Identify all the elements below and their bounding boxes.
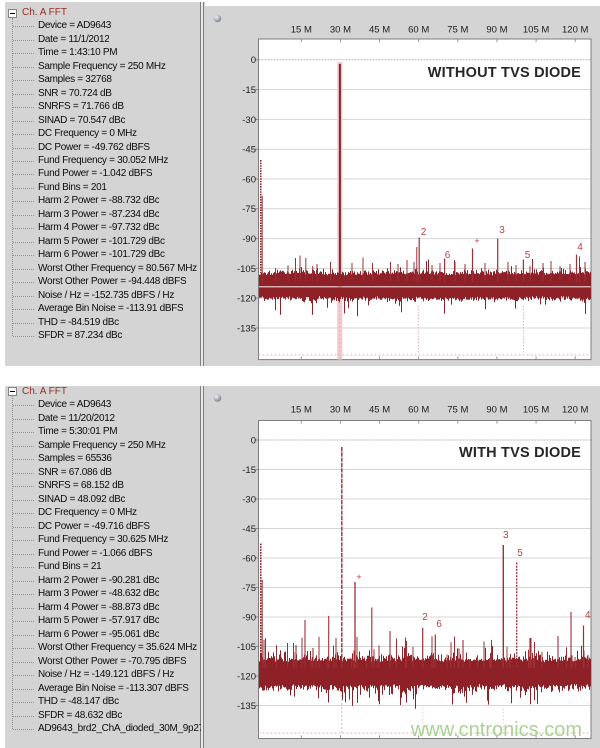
svg-text:+: +	[474, 236, 479, 246]
svg-text:6: 6	[436, 619, 442, 630]
svg-text:90 M: 90 M	[486, 25, 507, 36]
svg-text:www.cntronics.com: www.cntronics.com	[410, 719, 582, 741]
svg-text:5: 5	[517, 548, 523, 559]
svg-text:105 M: 105 M	[523, 25, 549, 36]
svg-text:-90: -90	[242, 234, 256, 245]
svg-text:105 M: 105 M	[523, 405, 549, 416]
svg-text:2: 2	[422, 612, 428, 623]
svg-text:0: 0	[251, 55, 256, 66]
svg-text:-30: -30	[242, 115, 256, 126]
svg-text:2: 2	[421, 227, 427, 238]
svg-text:-45: -45	[242, 145, 256, 156]
svg-text:60 M: 60 M	[408, 405, 429, 416]
svg-text:-135: -135	[237, 701, 256, 712]
svg-text:3: 3	[499, 225, 505, 236]
svg-text:30 M: 30 M	[330, 405, 351, 416]
svg-text:5: 5	[525, 250, 531, 261]
svg-text:6: 6	[445, 250, 451, 261]
svg-text:4: 4	[577, 242, 583, 253]
svg-text:75 M: 75 M	[447, 405, 468, 416]
svg-text:WITHOUT TVS DIODE: WITHOUT TVS DIODE	[428, 65, 581, 81]
svg-text:0: 0	[251, 435, 256, 446]
svg-text:-120: -120	[237, 294, 256, 305]
svg-text:WITH TVS DIODE: WITH TVS DIODE	[459, 445, 581, 461]
svg-text:45 M: 45 M	[369, 25, 390, 36]
svg-text:-15: -15	[242, 465, 256, 476]
svg-text:-105: -105	[237, 642, 256, 653]
svg-text:-60: -60	[242, 174, 256, 185]
svg-text:30 M: 30 M	[330, 25, 351, 36]
svg-text:90 M: 90 M	[486, 405, 507, 416]
svg-text:120 M: 120 M	[562, 405, 588, 416]
svg-text:-30: -30	[242, 494, 256, 505]
svg-text:-105: -105	[237, 264, 256, 275]
svg-text:15 M: 15 M	[291, 25, 312, 36]
svg-text:4: 4	[585, 610, 591, 621]
svg-text:-120: -120	[237, 671, 256, 682]
svg-text:120 M: 120 M	[562, 25, 588, 36]
svg-text:-15: -15	[242, 85, 256, 96]
svg-text:-60: -60	[242, 553, 256, 564]
svg-text:-75: -75	[242, 204, 256, 215]
svg-text:60 M: 60 M	[408, 25, 429, 36]
svg-text:-45: -45	[242, 524, 256, 535]
svg-text:45 M: 45 M	[369, 405, 390, 416]
svg-text:-90: -90	[242, 612, 256, 623]
svg-text:15 M: 15 M	[291, 405, 312, 416]
svg-text:3: 3	[503, 530, 509, 541]
svg-text:+: +	[356, 572, 361, 582]
svg-text:-135: -135	[237, 323, 256, 334]
svg-text:-75: -75	[242, 583, 256, 594]
svg-text:75 M: 75 M	[447, 25, 468, 36]
